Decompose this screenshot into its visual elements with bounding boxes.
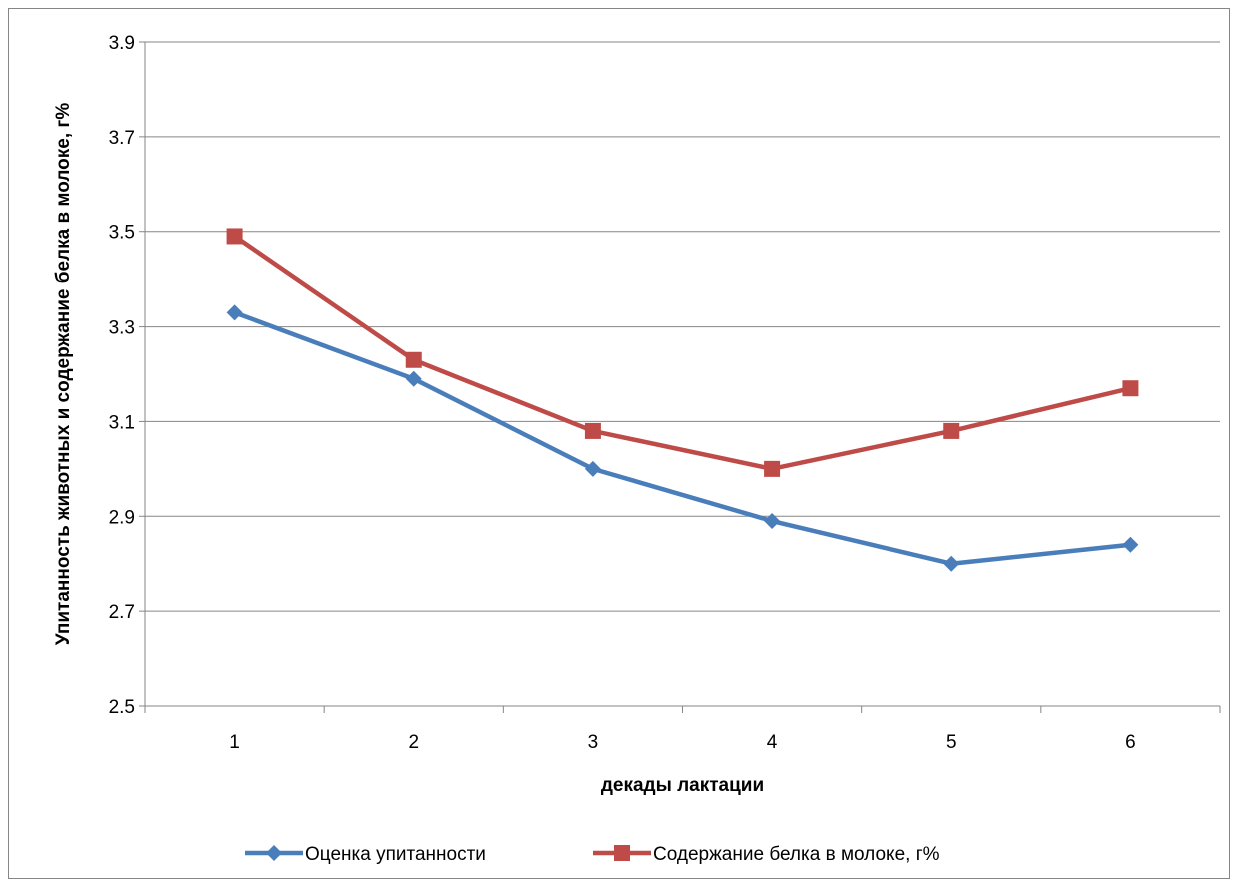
data-point — [226, 228, 243, 245]
x-tick-label: 4 — [767, 732, 778, 753]
x-tick-label: 6 — [1125, 732, 1136, 753]
data-point — [764, 460, 781, 477]
data-point — [764, 513, 781, 530]
legend-item: Оценка упитанности — [245, 844, 486, 865]
legend: Оценка упитанности Содержание белка в мол… — [245, 844, 940, 865]
data-point — [405, 351, 422, 368]
series-line — [233, 234, 1131, 472]
x-tick-label: 5 — [946, 732, 957, 753]
chart-area: 2.5 2.7 2.9 3.1 3.3 3.5 3.7 3.9 1 2 3 4 5 6 декады л… — [8, 8, 1230, 879]
data-point — [1122, 380, 1139, 397]
series-line — [233, 310, 1131, 566]
y-tick-labels: 2.5 2.7 2.9 3.1 3.3 3.5 3.7 3.9 — [109, 33, 145, 718]
y-tick-label: 2.7 — [109, 602, 135, 623]
data-point — [584, 460, 601, 477]
data-point — [943, 422, 960, 439]
legend-item: Содержание белка в молоке, г% — [593, 844, 940, 865]
y-tick-label: 3.3 — [109, 318, 135, 339]
legend-label: Содержание белка в молоке, г% — [653, 844, 940, 865]
series-group — [226, 304, 1139, 572]
data-point — [226, 304, 243, 321]
legend-label: Оценка упитанности — [305, 844, 486, 865]
data-point — [614, 845, 630, 861]
data-point — [943, 555, 960, 572]
x-tick-label: 3 — [588, 732, 599, 753]
y-tick-label: 3.5 — [109, 223, 135, 244]
y-tick-label: 2.9 — [109, 507, 135, 528]
line-chart: 2.5 2.7 2.9 3.1 3.3 3.5 3.7 3.9 1 2 3 4 5 6 декады л… — [53, 33, 1221, 865]
y-tick-label: 2.5 — [109, 697, 135, 718]
gridlines — [145, 41, 1220, 612]
data-point — [584, 422, 601, 439]
x-tick-labels: 1 2 3 4 5 6 — [144, 706, 1221, 753]
x-axis-title: декады лактации — [601, 775, 764, 796]
series — [226, 228, 1139, 572]
y-tick-label: 3.9 — [109, 33, 135, 54]
data-point — [1122, 536, 1139, 553]
x-tick-label: 2 — [408, 732, 419, 753]
data-point — [405, 370, 422, 387]
y-tick-label: 3.1 — [109, 412, 135, 433]
axes — [144, 42, 1220, 707]
y-tick-label: 3.7 — [109, 128, 135, 149]
y-axis-title: Упитанность животных и содержание белка … — [53, 103, 74, 646]
series-group — [226, 228, 1139, 477]
data-point — [266, 845, 282, 861]
x-tick-label: 1 — [229, 732, 240, 753]
